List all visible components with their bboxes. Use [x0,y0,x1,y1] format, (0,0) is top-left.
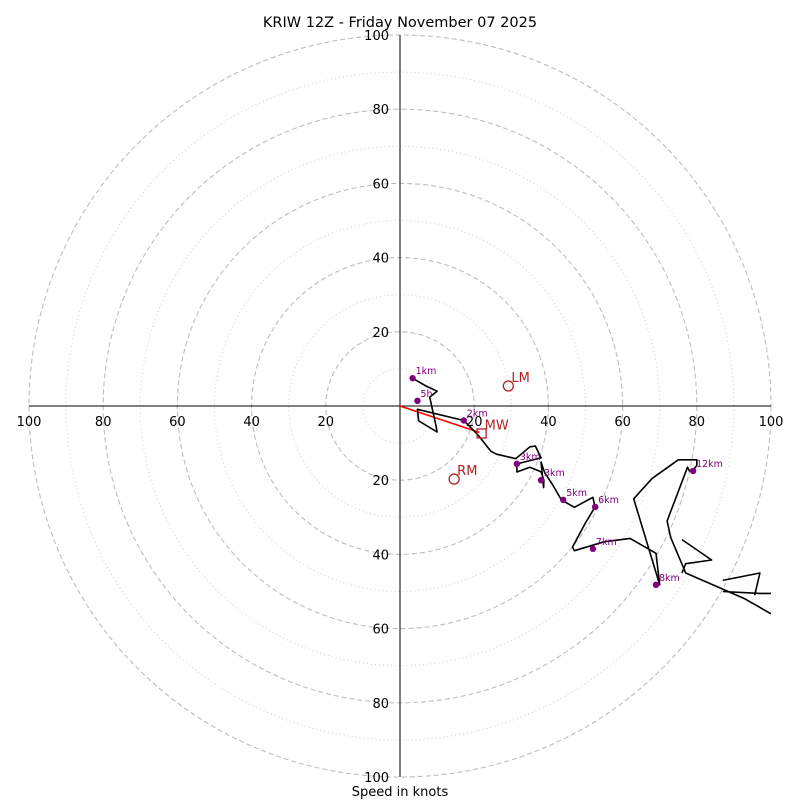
height-marker-label: 8km [659,573,680,584]
y-tick-label: 100 [364,29,389,44]
x-axis-label: Speed in knots [352,785,449,800]
height-marker-point [652,581,660,589]
height-marker-label: 3km [520,452,541,463]
height-marker-label: 6km [598,495,619,506]
height-marker-point [513,460,521,468]
storm-motion-label: RM [457,464,477,479]
storm-motion-lm-marker [502,380,514,392]
y-tick-label: 100 [364,771,389,786]
height-marker-point [409,374,416,382]
y-tick-label: 20 [372,474,389,489]
height-marker-label: 7km [596,537,617,548]
x-tick-label: 60 [614,415,631,430]
x-tick-label: 20 [318,415,335,430]
storm-motion-label: LM [511,371,529,386]
y-tick-labels: 100 80 60 40 20 20 40 60 80 100 [364,29,389,786]
mean-shear-line [399,405,480,434]
height-marker-point [460,417,468,424]
x-tick-labels: 100 80 60 40 20 20 40 60 80 100 [17,415,784,430]
x-tick-label: 40 [243,415,260,430]
storm-motion-mw-marker [476,428,487,439]
x-tick-label: 80 [95,415,112,430]
height-marker-point [537,477,545,484]
height-marker-point [591,503,599,511]
height-marker-point [689,467,697,475]
x-tick-label: 100 [17,415,42,430]
hodograph-segment-0 [681,538,713,574]
chart-title: KRIW 12Z - Friday November 07 2025 [263,15,537,31]
height-marker-label: 5h [420,389,432,400]
height-marker-point [414,397,421,405]
x-tick-label: 100 [759,415,784,430]
y-tick-label: 80 [372,103,389,118]
storm-motion-markers: LM MW RM [448,371,530,485]
x-tick-label: 40 [540,415,557,430]
height-marker-point [589,545,597,553]
y-tick-label: 80 [372,697,389,712]
hodograph-segment-1 [722,572,761,596]
height-marker-label: 3km [544,468,565,479]
hodograph-segment-2 [722,590,771,595]
y-tick-label: 40 [372,548,389,563]
height-marker-label: 5km [566,488,587,499]
x-tick-label: 60 [169,415,186,430]
y-tick-label: 60 [372,177,389,192]
y-tick-label: 60 [372,623,389,638]
height-marker-label: 1km [416,366,437,377]
storm-motion-label: MW [485,418,509,433]
height-marker-point [560,496,567,504]
height-marker-label: 2km [467,408,488,419]
y-tick-label: 20 [372,326,389,341]
storm-motion-rm-marker [448,473,460,485]
x-tick-label: 80 [689,415,706,430]
height-marker-label: 12km [696,459,723,470]
y-tick-label: 40 [372,252,389,267]
